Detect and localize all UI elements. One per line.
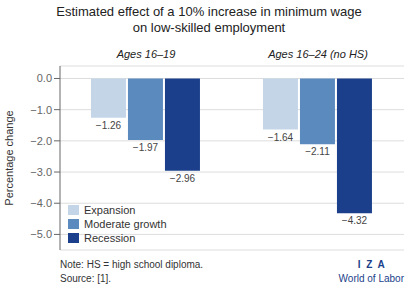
svg-text:−1.64: −1.64 <box>268 132 294 143</box>
svg-text:Ages 16–19: Ages 16–19 <box>116 48 176 60</box>
svg-text:−1.0: −1.0 <box>30 104 52 116</box>
html-text:Recession: Recession <box>84 232 136 244</box>
svg-text:−1.97: −1.97 <box>133 142 159 153</box>
html-text:Note: HS = high school diploma: Note: HS = high school diploma. <box>60 259 204 270</box>
svg-text:0.0: 0.0 <box>37 72 52 84</box>
svg-text:−4.32: −4.32 <box>342 215 368 226</box>
svg-text:Percentage change: Percentage change <box>3 110 15 205</box>
html-text:on low-skilled employment: on low-skilled employment <box>132 20 286 35</box>
html-text:Moderate growth: Moderate growth <box>84 218 167 230</box>
svg-text:−2.0: −2.0 <box>30 135 52 147</box>
html-text:Estimated effect of a 10% incr: Estimated effect of a 10% increase in mi… <box>56 4 362 19</box>
svg-text:−1.26: −1.26 <box>96 120 122 131</box>
svg-text:−2.96: −2.96 <box>170 173 196 184</box>
html-text:World of Labor: World of Labor <box>338 273 404 284</box>
html-text:I Z A: I Z A <box>357 259 385 270</box>
svg-text:−5.0: −5.0 <box>30 228 52 240</box>
svg-text:Ages 16–24 (no HS): Ages 16–24 (no HS) <box>267 48 368 60</box>
svg-text:−3.0: −3.0 <box>30 166 52 178</box>
html-text:Source: [1].: Source: [1]. <box>60 273 112 284</box>
svg-text:−2.11: −2.11 <box>305 146 330 157</box>
svg-text:−4.0: −4.0 <box>30 197 52 209</box>
html-text:Expansion: Expansion <box>84 204 136 216</box>
